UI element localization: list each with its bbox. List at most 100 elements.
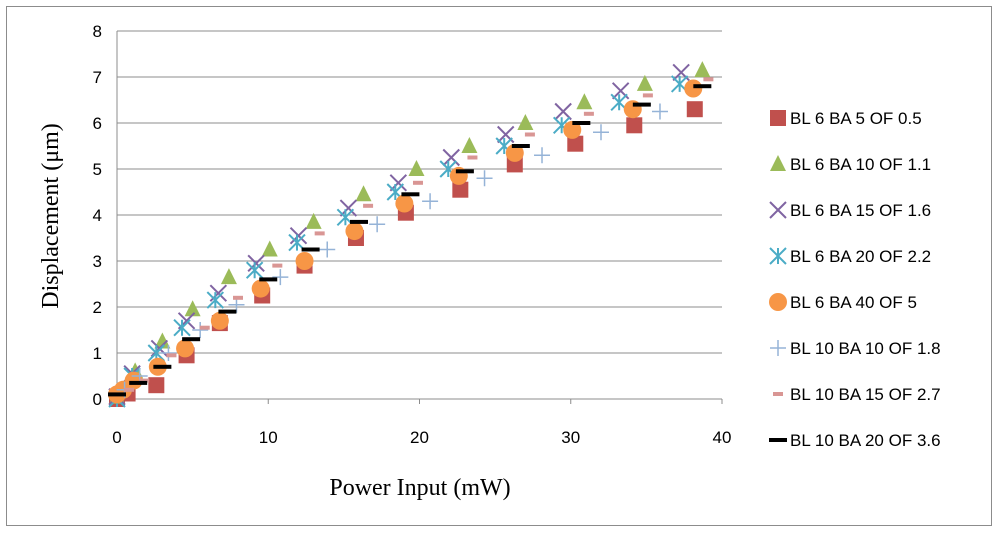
y-tick-label: 7 [93, 68, 102, 87]
x-tick-label: 30 [561, 428, 580, 447]
chart-frame [6, 6, 992, 526]
legend-marker [769, 438, 787, 442]
data-point [199, 325, 210, 330]
data-point [314, 231, 325, 236]
data-point [192, 322, 209, 338]
data-point [160, 345, 177, 361]
legend-marker [769, 247, 787, 265]
data-point [455, 169, 474, 174]
data-point [245, 261, 264, 279]
legend-marker [770, 155, 786, 171]
legend-entry: BL 10 BA 10 OF 1.8 [770, 339, 941, 358]
data-point [408, 160, 425, 176]
data-point [517, 114, 534, 130]
y-tick-label: 5 [93, 160, 102, 179]
legend-label: BL 10 BA 20 OF 3.6 [790, 431, 941, 450]
legend-marker [769, 201, 787, 219]
legend-label: BL 10 BA 15 OF 2.7 [790, 385, 941, 404]
data-point [295, 252, 314, 270]
data-point [554, 102, 572, 121]
legend-marker [773, 392, 783, 396]
data-point [626, 117, 643, 134]
series-3 [108, 63, 690, 406]
series-7 [124, 77, 714, 392]
legend-label: BL 6 BA 15 OF 1.6 [790, 201, 931, 220]
data-point [422, 193, 439, 210]
data-point [452, 181, 469, 198]
data-point [166, 353, 177, 358]
y-tick-label: 0 [93, 390, 102, 409]
grid-lines [117, 30, 722, 354]
data-point [686, 101, 703, 118]
y-tick-label: 6 [93, 114, 102, 133]
data-point [289, 226, 308, 245]
legend-marker [769, 293, 787, 311]
data-point [339, 199, 358, 217]
series-2 [109, 61, 711, 404]
y-tick-label: 8 [93, 22, 102, 41]
legend-marker [770, 110, 786, 126]
data-point [684, 79, 703, 98]
data-point [401, 192, 420, 197]
legend-label: BL 6 BA 10 OF 1.1 [790, 155, 931, 174]
series-5 [108, 79, 703, 404]
data-point [461, 137, 478, 153]
data-points [108, 61, 714, 408]
data-point [576, 93, 593, 110]
data-point [567, 135, 584, 152]
legend: BL 6 BA 5 OF 0.5 BL 6 BA 10 OF 1.1 BL 6 BA… [769, 109, 941, 450]
x-tick-label: 10 [259, 428, 278, 447]
axes [116, 31, 723, 404]
data-point [148, 377, 165, 394]
data-point [129, 380, 148, 385]
data-point [251, 279, 270, 298]
data-point [173, 318, 191, 337]
legend-entry: BL 6 BA 20 OF 2.2 [769, 247, 931, 266]
y-tick-label: 4 [93, 206, 102, 225]
data-point [272, 263, 283, 268]
y-tick-labels: 0 1 2 3 4 5 6 7 8 [93, 22, 102, 409]
data-point [176, 339, 195, 358]
series-6 [116, 103, 668, 398]
data-point [563, 120, 582, 139]
data-point [505, 143, 524, 162]
data-point [476, 170, 493, 187]
data-point [345, 222, 364, 241]
data-point [524, 132, 535, 137]
y-tick-label: 3 [93, 252, 102, 271]
data-point [693, 84, 712, 89]
legend-entry: BL 6 BA 40 OF 5 [769, 293, 917, 312]
series-8 [108, 84, 712, 397]
data-point [124, 387, 135, 392]
data-point [703, 77, 714, 82]
data-point [210, 311, 229, 330]
data-point [593, 124, 609, 141]
data-point [467, 155, 478, 160]
data-point [583, 111, 594, 116]
data-point [350, 219, 368, 224]
legend-entry: BL 6 BA 5 OF 0.5 [770, 109, 922, 128]
data-point [261, 240, 278, 257]
legend-marker [770, 340, 786, 356]
x-tick-labels: 0 10 20 30 40 [112, 428, 731, 447]
data-point [206, 291, 225, 309]
data-point [369, 216, 386, 233]
data-point [319, 241, 336, 258]
data-point [632, 102, 651, 107]
legend-entry: BL 10 BA 15 OF 2.7 [773, 385, 941, 404]
x-tick-label: 40 [713, 428, 732, 447]
data-point [389, 174, 408, 192]
x-axis-title: Power Input (mW) [329, 475, 510, 501]
data-point [395, 194, 414, 213]
data-point [636, 74, 653, 91]
x-tick-label: 0 [112, 428, 121, 447]
legend-label: BL 6 BA 5 OF 0.5 [790, 109, 922, 128]
data-point [572, 121, 591, 125]
data-point [694, 61, 711, 78]
data-point [220, 268, 237, 285]
legend-label: BL 10 BA 10 OF 1.8 [790, 339, 941, 358]
data-point [259, 277, 278, 282]
data-point [642, 93, 653, 98]
data-point [153, 364, 172, 369]
